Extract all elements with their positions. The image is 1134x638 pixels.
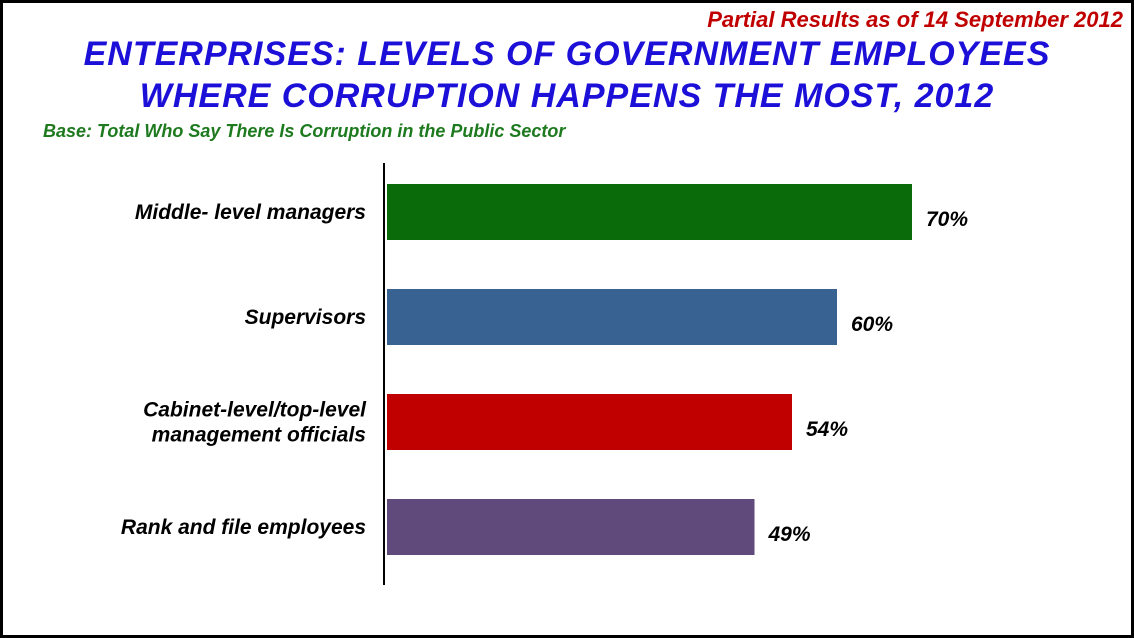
category-label-2: Cabinet-level/top-level management offici… <box>143 399 367 447</box>
partial-results-note: Partial Results as of 14 September 2012 <box>707 7 1123 32</box>
chart-base-note: Base: Total Who Say There Is Corruption … <box>43 121 566 141</box>
chart-title-line-2: WHERE CORRUPTION HAPPENS THE MOST, 2012 <box>139 77 995 115</box>
value-label-3: 49% <box>768 523 811 546</box>
category-label-1: Supervisors <box>245 306 366 329</box>
category-label-line: Supervisors <box>245 306 366 329</box>
category-label-3: Rank and file employees <box>121 516 366 539</box>
chart-title-line-1: ENTERPRISES: LEVELS OF GOVERNMENT EMPLOY… <box>83 35 1051 73</box>
chart-title: ENTERPRISES: LEVELS OF GOVERNMENT EMPLOY… <box>3 33 1131 117</box>
bar-0 <box>387 184 912 240</box>
value-label-2: 54% <box>806 418 848 441</box>
bar-1 <box>387 289 837 345</box>
category-label-0: Middle- level managers <box>135 201 366 224</box>
bar-chart: 70% Middle- level managers 60% Supervisors 5… <box>121 163 968 585</box>
bar-3 <box>387 499 755 555</box>
category-label-line: management officials <box>152 424 366 447</box>
value-label-0: 70% <box>926 208 968 231</box>
value-label-1: 60% <box>851 313 893 336</box>
bar-2 <box>387 394 792 450</box>
category-label-line: Rank and file employees <box>121 516 366 539</box>
category-label-line: Cabinet-level/top-level <box>143 399 367 422</box>
category-label-line: Middle- level managers <box>135 201 366 224</box>
